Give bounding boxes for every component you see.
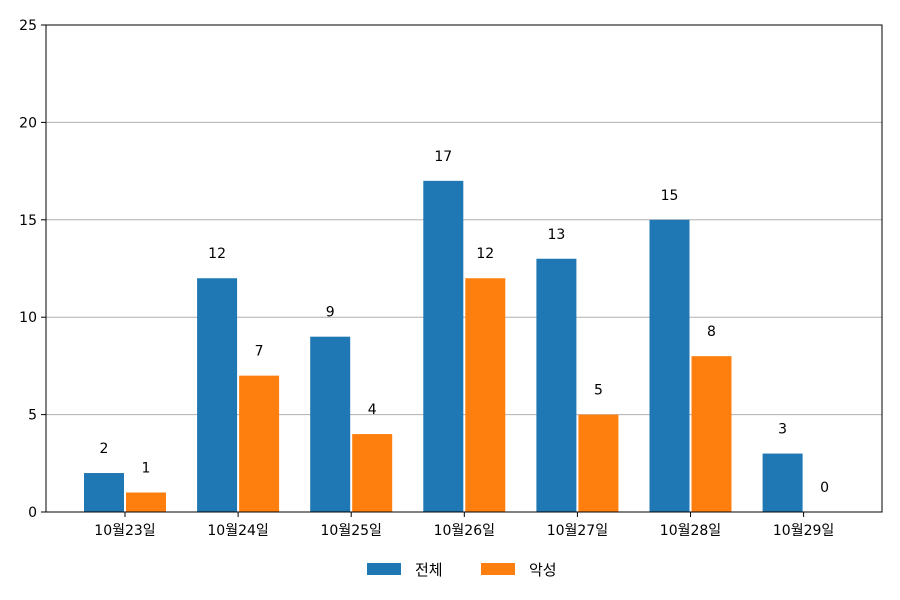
data-label: 12 — [208, 246, 226, 262]
y-tick-label: 10 — [19, 310, 37, 326]
x-tick-label: 10월26일 — [434, 523, 495, 539]
x-tick-label: 10월28일 — [660, 523, 721, 539]
data-label: 7 — [255, 344, 264, 360]
bar-total — [762, 453, 803, 512]
data-labels: 2 1 12 7 9 4 17 12 13 5 15 8 3 0 — [100, 149, 830, 496]
y-tick-label: 20 — [19, 115, 37, 131]
bars — [84, 180, 803, 513]
bar-total — [84, 473, 124, 512]
y-tick-label: 15 — [19, 213, 37, 229]
legend-label: 전체 — [415, 561, 443, 579]
bar-total — [536, 258, 577, 512]
bar-malicious — [691, 356, 732, 512]
bar-malicious — [352, 434, 393, 512]
y-grid-lines — [46, 121, 882, 416]
data-label: 0 — [820, 480, 829, 496]
x-tick-label: 10월23일 — [94, 523, 155, 539]
bar-total — [310, 336, 351, 512]
x-tick-label: 10월25일 — [321, 523, 382, 539]
data-label: 4 — [368, 402, 377, 418]
y-axis: 0 5 10 15 20 25 — [19, 18, 46, 521]
y-tick-label: 5 — [28, 408, 37, 424]
legend-label: 악성 — [529, 561, 557, 579]
data-label: 12 — [476, 246, 494, 262]
plot-frame — [45, 24, 883, 513]
data-label: 5 — [594, 383, 603, 399]
y-tick-label: 25 — [19, 18, 37, 34]
y-tick-label: 0 — [28, 505, 37, 521]
legend-swatch — [367, 563, 401, 575]
x-tick-label: 10월24일 — [207, 523, 268, 539]
data-label: 13 — [547, 227, 565, 243]
bar-total — [649, 219, 690, 513]
data-label: 8 — [707, 324, 716, 340]
data-label: 9 — [326, 305, 335, 321]
bar-malicious — [465, 278, 506, 512]
x-tick-label: 10월27일 — [547, 523, 608, 539]
bar-malicious — [578, 414, 619, 512]
legend: 전체 악성 — [367, 561, 557, 579]
bar-total — [423, 180, 464, 512]
data-label: 3 — [778, 422, 787, 438]
data-label: 1 — [142, 461, 151, 477]
legend-swatch — [481, 563, 515, 575]
bar-malicious — [239, 375, 280, 512]
bar-malicious — [126, 492, 166, 512]
data-label: 2 — [100, 441, 109, 457]
bar-total — [197, 278, 238, 512]
data-label: 15 — [661, 188, 679, 204]
x-axis: 10월23일 10월24일 10월25일 10월26일 10월27일 10월28일 10월2… — [94, 512, 834, 539]
data-label: 17 — [434, 149, 452, 165]
x-tick-label: 10월29일 — [773, 523, 834, 539]
